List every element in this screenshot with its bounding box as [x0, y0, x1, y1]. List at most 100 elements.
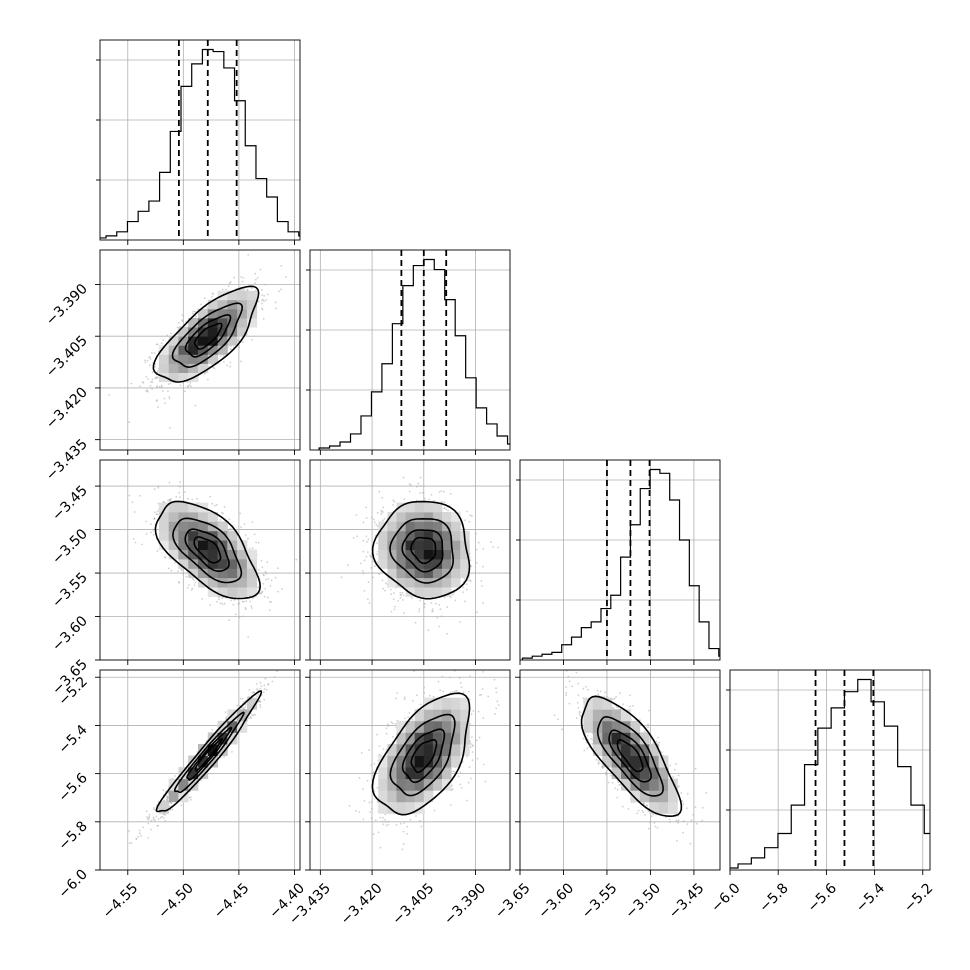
sample-point [128, 421, 131, 424]
sample-point [408, 490, 411, 493]
density-cell [158, 521, 170, 532]
density-cell [188, 345, 199, 355]
sample-point [385, 582, 387, 584]
sample-point [264, 283, 267, 286]
density-contour [193, 536, 222, 564]
density-cell [405, 587, 416, 597]
density-cell [188, 568, 199, 579]
sample-point [435, 602, 437, 605]
density-cell [178, 354, 189, 364]
density-cell [227, 587, 238, 597]
sample-point [382, 506, 384, 509]
density-cell [237, 549, 248, 560]
sample-point [166, 334, 169, 337]
sample-point [167, 567, 170, 570]
sample-point [368, 601, 371, 604]
sample-point [144, 359, 146, 362]
sample-point [131, 501, 134, 503]
sample-point [258, 592, 261, 595]
sample-point [179, 481, 182, 483]
density-cell [405, 521, 416, 532]
sample-point [153, 511, 156, 514]
sample-point [243, 523, 246, 525]
sample-point [430, 493, 433, 496]
density-cell [198, 363, 209, 373]
sample-point [151, 371, 154, 374]
sample-point [295, 558, 298, 561]
sample-point [376, 512, 379, 514]
density-cell [217, 318, 228, 328]
density-cell [168, 521, 179, 532]
sample-point [380, 513, 383, 515]
sample-point [221, 288, 224, 291]
density-cell [423, 521, 434, 532]
sample-point [254, 278, 257, 281]
sample-point [268, 600, 271, 603]
sample-point [373, 521, 376, 524]
density-cell [237, 587, 248, 597]
sample-point [157, 369, 160, 372]
sample-point [259, 687, 261, 690]
sample-point [393, 608, 396, 611]
sample-point [233, 276, 236, 279]
sample-point [150, 381, 152, 383]
sample-point [174, 561, 177, 564]
sample-point [259, 268, 262, 271]
sample-point [162, 789, 165, 792]
density-cell [432, 530, 443, 541]
density-cell [237, 327, 248, 337]
density-cell [246, 549, 258, 560]
density-cell [188, 549, 199, 560]
sample-point [389, 588, 392, 591]
sample-point [151, 388, 153, 390]
sample-point [239, 697, 242, 700]
sample-point [423, 603, 426, 605]
density-cell [158, 530, 170, 541]
sample-point [417, 482, 420, 485]
sample-point [179, 384, 182, 387]
sample-point [402, 594, 405, 597]
sample-point [454, 599, 457, 602]
density-contour [154, 500, 262, 600]
density-cell [396, 530, 406, 541]
sample-point [346, 564, 349, 567]
density-blocks [158, 502, 258, 597]
sample-point [247, 636, 250, 638]
sample-point [270, 601, 273, 603]
sample-point [411, 597, 413, 599]
sample-point [193, 579, 195, 581]
density-cell [188, 363, 199, 373]
density-cell [432, 549, 443, 560]
sample-point [152, 533, 155, 536]
sample-point [190, 589, 193, 591]
sample-point [416, 499, 418, 502]
density-cell [451, 577, 461, 588]
sample-point [469, 579, 471, 581]
sample-point [378, 573, 381, 576]
sample-point [445, 508, 448, 511]
sample-point [254, 282, 257, 284]
sample-point [285, 276, 287, 278]
sample-point [408, 483, 411, 485]
density-cell [405, 559, 416, 569]
density-cell [227, 318, 238, 328]
density-cell [237, 308, 248, 319]
sample-point [260, 685, 263, 687]
sample-point [127, 830, 130, 832]
sample-point [218, 598, 220, 601]
sample-point [161, 815, 163, 818]
sample-point [365, 555, 368, 558]
density-cell [227, 568, 238, 579]
sample-point [164, 820, 167, 822]
sample-point [241, 280, 244, 283]
density-cell [207, 354, 218, 364]
sample-point [157, 485, 160, 488]
density-cell [198, 512, 209, 522]
sample-point [169, 809, 172, 811]
density-cell [405, 530, 416, 541]
density-cell [414, 521, 425, 532]
sample-point [362, 550, 365, 553]
sample-point [219, 519, 222, 521]
sample-point [230, 528, 233, 530]
sample-point [390, 610, 393, 613]
